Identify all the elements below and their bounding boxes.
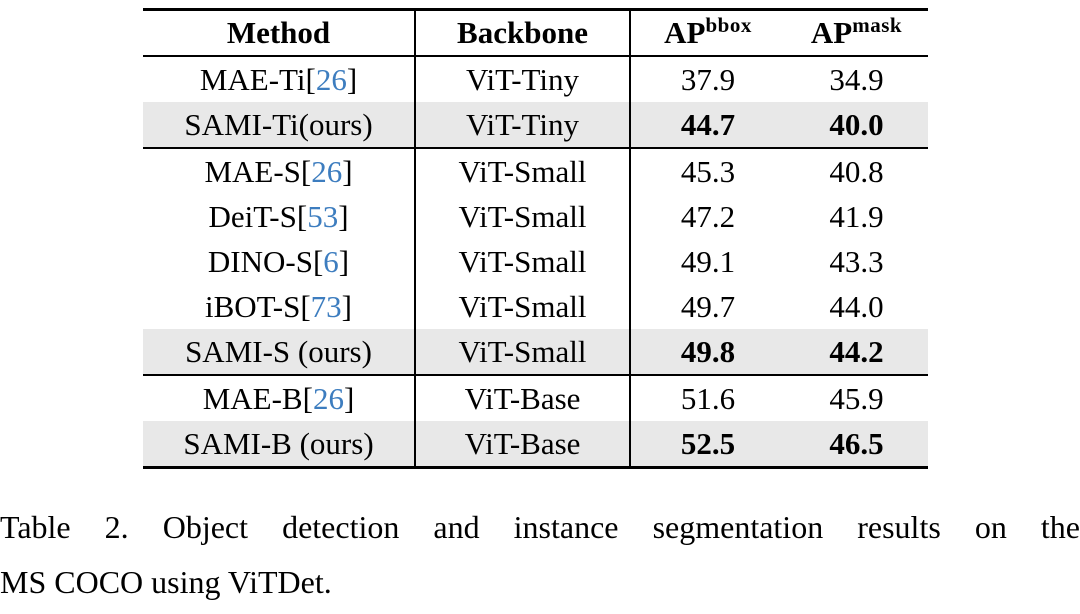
caption-line-2: MS COCO using ViTDet.	[0, 564, 332, 600]
method-cell: iBOT-S[73]	[143, 284, 415, 329]
ap-mask-cell: 44.0	[829, 288, 884, 324]
citation-link[interactable]: 73	[310, 288, 342, 324]
caption-line-1: Table 2. Object detection and instance s…	[0, 509, 1080, 545]
header-row: Method Backbone APbbox APmask	[143, 9, 928, 57]
table-row-sami-s: SAMI-S (ours) ViT-Small 49.8 44.2	[143, 329, 928, 375]
table-2-container: Method Backbone APbbox APmask MAE-Ti[26]…	[143, 8, 928, 469]
backbone-cell: ViT-Small	[414, 284, 630, 329]
method-label: DINO-S[	[207, 243, 324, 279]
ap-bbox-cell: 51.6	[629, 374, 785, 421]
method-label: MAE-S[	[204, 153, 312, 189]
backbone-cell: ViT-Base	[414, 374, 630, 421]
ap-bbox-cell: 49.1	[629, 239, 785, 284]
ap-bbox-cell: 49.8	[629, 329, 785, 375]
ap-bbox-cell: 52.5	[629, 421, 785, 468]
citation-link[interactable]: 26	[311, 153, 343, 189]
method-label: iBOT-S[	[205, 288, 311, 324]
method-label-suffix: ]	[338, 198, 349, 234]
col-header-backbone: Backbone	[414, 9, 630, 57]
ap-mask-cell: 40.0	[785, 102, 928, 148]
table-row-mae-s: MAE-S[26] ViT-Small 45.3 40.8	[143, 147, 928, 194]
table-row-mae-ti: MAE-Ti[26] ViT-Tiny 37.9 34.9	[143, 56, 928, 102]
citation-link[interactable]: 26	[312, 380, 344, 416]
ap-mask-cell: 45.9	[785, 374, 928, 421]
method-cell: MAE-Ti[26]	[143, 56, 415, 102]
ap-bbox-base: AP	[664, 15, 706, 50]
citation-link[interactable]: 53	[307, 198, 339, 234]
method-label: MAE-B[	[202, 380, 313, 416]
ap-bbox-cell: 44.7	[629, 102, 785, 148]
ap-mask-cell: 44.2	[785, 329, 928, 375]
backbone-cell: ViT-Tiny	[414, 102, 630, 148]
backbone-cell: ViT-Tiny	[414, 56, 630, 102]
method-label-suffix: ]	[341, 288, 352, 324]
ap-bbox-cell: 47.2	[629, 194, 785, 239]
method-cell: MAE-S[26]	[143, 147, 415, 194]
method-cell: SAMI-S (ours)	[143, 329, 415, 375]
ap-mask-sup: mask	[852, 13, 903, 37]
table-row-deit-s: DeiT-S[53] ViT-Small 47.2 41.9	[143, 194, 928, 239]
backbone-cell: ViT-Base	[414, 421, 630, 468]
ap-mask-cell: 40.8	[785, 147, 928, 194]
method-cell: DINO-S[6]	[143, 239, 415, 284]
table-row-ibot-s: iBOT-S[73] ViT-Small 49.7 44.0	[143, 284, 928, 329]
citation-link[interactable]: 6	[323, 243, 339, 279]
method-cell: SAMI-Ti(ours)	[143, 102, 415, 148]
method-label: SAMI-Ti(ours)	[184, 106, 373, 142]
method-label: SAMI-B (ours)	[183, 425, 374, 461]
ap-bbox-cell: 49.7	[629, 284, 785, 329]
method-cell: DeiT-S[53]	[143, 194, 415, 239]
method-label-suffix: ]	[346, 61, 358, 97]
ap-mask-cell: 43.3	[829, 243, 884, 279]
method-label-suffix: ]	[343, 380, 355, 416]
method-label-suffix: ]	[342, 153, 353, 189]
method-label-suffix: ]	[338, 243, 350, 279]
col-header-ap-bbox: APbbox	[629, 9, 785, 57]
method-cell: SAMI-B (ours)	[143, 421, 415, 468]
results-table: Method Backbone APbbox APmask MAE-Ti[26]…	[143, 8, 928, 469]
table-caption: Table 2. Object detection and instance s…	[0, 500, 1080, 610]
citation-link[interactable]: 26	[315, 61, 347, 97]
backbone-cell: ViT-Small	[414, 147, 630, 194]
table-row-sami-ti: SAMI-Ti(ours) ViT-Tiny 44.7 40.0	[143, 102, 928, 148]
method-label: MAE-Ti[	[199, 61, 316, 97]
table-row-sami-b: SAMI-B (ours) ViT-Base 52.5 46.5	[143, 421, 928, 468]
ap-mask-cell: 41.9	[829, 198, 884, 234]
method-cell: MAE-B[26]	[143, 374, 415, 421]
col-header-ap-mask: APmask	[785, 9, 928, 57]
method-label: DeiT-S[	[208, 198, 308, 234]
col-header-method: Method	[143, 9, 415, 57]
table-row-mae-b: MAE-B[26] ViT-Base 51.6 45.9	[143, 374, 928, 421]
ap-bbox-cell: 45.3	[629, 147, 785, 194]
table-row-dino-s: DINO-S[6] ViT-Small 49.1 43.3	[143, 239, 928, 284]
ap-bbox-cell: 37.9	[629, 56, 785, 102]
ap-mask-cell: 34.9	[829, 61, 884, 97]
ap-bbox-sup: bbox	[705, 13, 752, 37]
ap-mask-base: AP	[810, 15, 853, 50]
method-label: SAMI-S (ours)	[185, 333, 372, 369]
backbone-cell: ViT-Small	[414, 329, 630, 375]
backbone-cell: ViT-Small	[414, 194, 630, 239]
backbone-cell: ViT-Small	[414, 239, 630, 284]
ap-mask-cell: 46.5	[785, 421, 928, 468]
